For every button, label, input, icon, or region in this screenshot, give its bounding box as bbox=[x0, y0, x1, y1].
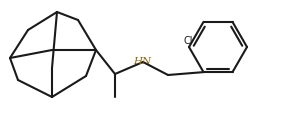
Text: HN: HN bbox=[133, 56, 151, 66]
Text: Cl: Cl bbox=[183, 36, 193, 46]
